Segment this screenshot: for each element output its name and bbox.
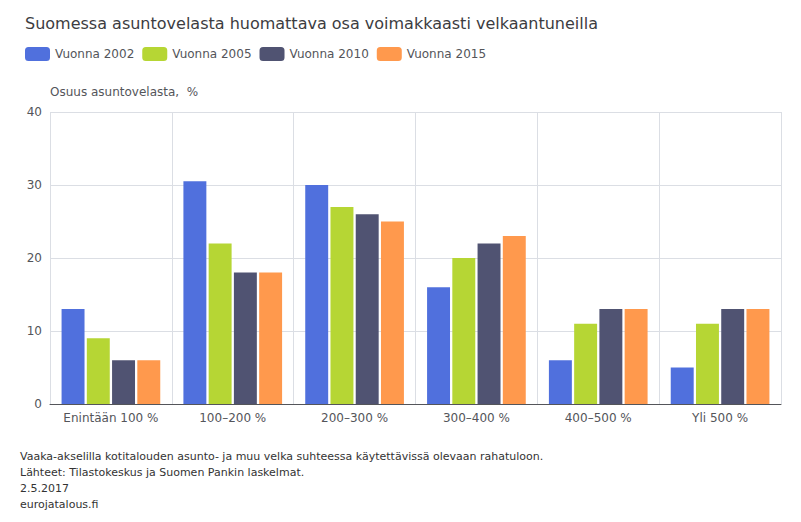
svg-text:40: 40 [27,105,42,119]
svg-text:2.5.2017: 2.5.2017 [20,482,69,495]
svg-text:Suomessa asuntovelasta huomatt: Suomessa asuntovelasta huomattava osa vo… [25,14,598,33]
svg-text:Enintään 100 %: Enintään 100 % [63,411,158,425]
svg-text:0: 0 [34,397,42,411]
svg-text:Vuonna 2002: Vuonna 2002 [55,47,134,61]
svg-text:30: 30 [27,178,42,192]
svg-text:eurojatalous.fi: eurojatalous.fi [20,498,99,511]
svg-text:Osuus asuntovelasta, %: Osuus asuntovelasta, % [50,85,198,99]
svg-text:Yli 500 %: Yli 500 % [691,411,748,425]
svg-text:100–200 %: 100–200 % [199,411,266,425]
svg-text:Vuonna 2015: Vuonna 2015 [407,47,486,61]
svg-text:200–300 %: 200–300 % [321,411,388,425]
svg-text:10: 10 [27,324,42,338]
svg-text:Vuonna 2005: Vuonna 2005 [172,47,251,61]
svg-text:Lähteet: Tilastokeskus ja Suom: Lähteet: Tilastokeskus ja Suomen Pankin … [20,466,304,479]
svg-text:300–400 %: 300–400 % [443,411,510,425]
svg-text:Vaaka-akselilla kotitalouden a: Vaaka-akselilla kotitalouden asunto- ja … [20,450,543,463]
svg-text:Vuonna 2010: Vuonna 2010 [290,47,369,61]
svg-text:400–500 %: 400–500 % [565,411,632,425]
svg-text:20: 20 [27,251,42,265]
